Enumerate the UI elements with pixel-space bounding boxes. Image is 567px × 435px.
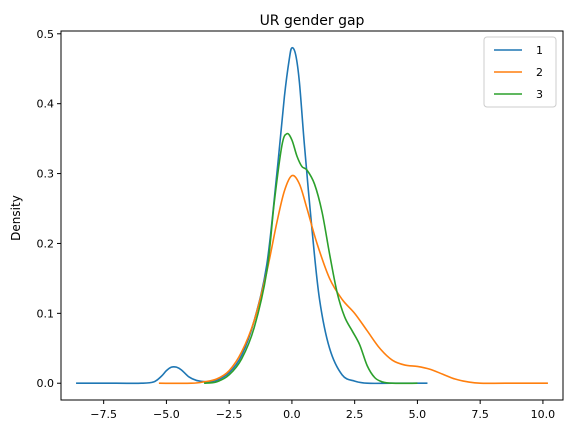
legend-label-3: 3 [536,88,543,101]
x-axis-ticks: −7.5 −5.0 −2.5 0.0 2.5 5.0 7.5 10.0 [90,400,555,421]
series-line-1 [76,46,428,385]
x-tick-label: −5.0 [153,408,180,421]
legend-label-2: 2 [536,66,543,79]
x-tick-label: −7.5 [90,408,117,421]
y-tick-label: 0.5 [37,28,55,41]
legend-label-1: 1 [536,44,543,57]
x-tick-label: 5.0 [409,408,427,421]
plot-frame [60,30,564,401]
x-tick-label: 0.0 [283,408,301,421]
y-axis-label: Density [9,195,23,241]
legend: 1 2 3 [483,36,557,108]
y-tick-label: 0.1 [37,307,55,320]
chart-title: UR gender gap [260,13,365,29]
x-tick-label: 2.5 [346,408,364,421]
y-tick-label: 0.2 [37,237,55,250]
series-line-2 [158,174,548,385]
x-tick-label: 10.0 [531,408,556,421]
y-tick-label: 0.4 [37,98,55,111]
y-tick-label: 0.3 [37,168,55,181]
series-lines [76,46,548,385]
y-tick-label: 0.0 [37,377,55,390]
x-tick-label: −2.5 [216,408,243,421]
series-line-3 [203,132,418,385]
y-axis-ticks: 0.0 0.1 0.2 0.3 0.4 0.5 [37,28,61,390]
x-tick-label: 7.5 [471,408,489,421]
